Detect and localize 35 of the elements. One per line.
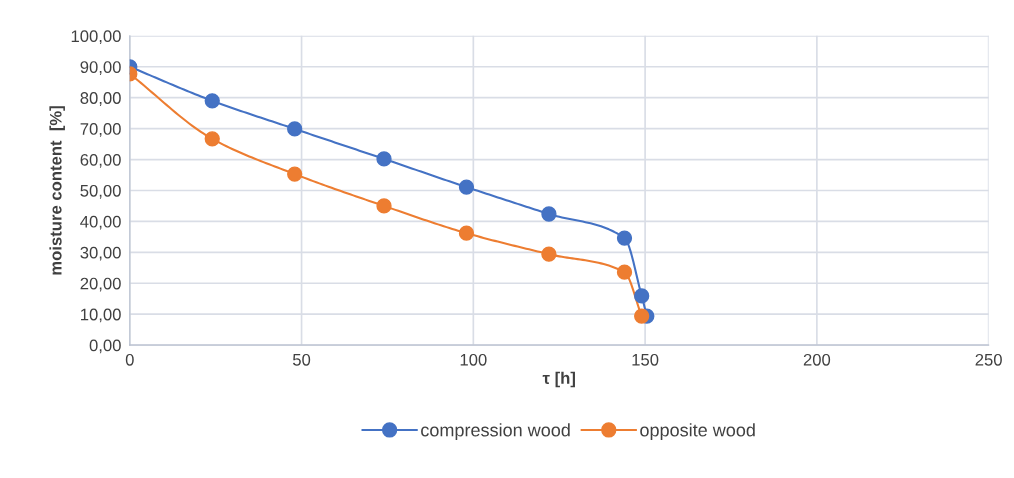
y-tick-label: 20,00 bbox=[80, 277, 121, 292]
point bbox=[376, 198, 392, 214]
y-tick-label: 80,00 bbox=[80, 92, 121, 106]
y-tick-label: 10,00 bbox=[81, 308, 121, 323]
y-tick-label: 100,00 bbox=[71, 30, 121, 45]
y-tick-label: 30,00 bbox=[80, 246, 121, 261]
x-axis-title: τ [h] bbox=[542, 371, 575, 388]
point bbox=[616, 264, 633, 280]
y-tick-label: 50,00 bbox=[80, 184, 121, 199]
y-tick-label: 60,00 bbox=[80, 153, 121, 168]
point bbox=[287, 121, 303, 137]
point bbox=[458, 225, 475, 241]
point bbox=[616, 230, 633, 246]
point bbox=[287, 166, 303, 182]
y-tick-label: 90,00 bbox=[80, 61, 121, 75]
point bbox=[634, 288, 650, 304]
point bbox=[541, 246, 557, 262]
legend-label: opposite wood bbox=[640, 423, 755, 441]
y-tick-label: 70,00 bbox=[80, 123, 121, 137]
point bbox=[458, 179, 475, 195]
point bbox=[204, 131, 220, 147]
y-tick-label: 0,00 bbox=[89, 339, 121, 354]
y-tick-label: 40,00 bbox=[80, 215, 121, 230]
x-tick-label: 250 bbox=[975, 353, 1002, 366]
y-axis-title: moisture content [%] bbox=[49, 106, 65, 275]
point bbox=[376, 151, 392, 167]
x-tick-label: 100 bbox=[460, 353, 487, 366]
legend-label: compression wood bbox=[421, 423, 570, 441]
x-tick-label: 200 bbox=[803, 353, 831, 366]
point bbox=[204, 93, 220, 109]
x-tick-label: 50 bbox=[292, 353, 311, 366]
point bbox=[634, 308, 650, 324]
x-tick-label: 150 bbox=[632, 353, 659, 366]
point bbox=[541, 206, 557, 222]
x-tick-label: 0 bbox=[125, 353, 134, 366]
